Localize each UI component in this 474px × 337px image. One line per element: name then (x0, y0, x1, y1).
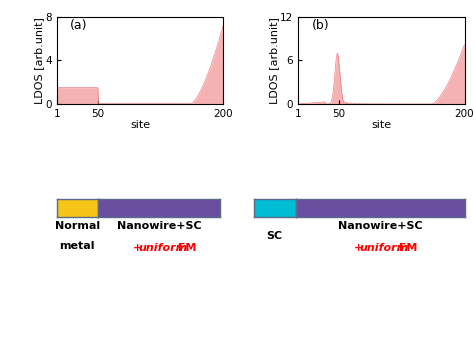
Text: +: + (133, 243, 142, 253)
Text: Nanowire+SC: Nanowire+SC (338, 221, 422, 231)
Text: FM: FM (395, 243, 418, 253)
Text: SC: SC (266, 231, 283, 241)
Y-axis label: LDOS [arb.unit]: LDOS [arb.unit] (34, 17, 44, 104)
X-axis label: site: site (130, 120, 150, 130)
Text: metal: metal (60, 241, 95, 251)
Text: uniform: uniform (360, 243, 409, 253)
Text: Nanowire+SC: Nanowire+SC (117, 221, 201, 231)
Text: (a): (a) (70, 20, 88, 32)
Y-axis label: LDOS [arb.unit]: LDOS [arb.unit] (269, 17, 279, 104)
Text: Normal: Normal (55, 221, 100, 231)
Text: FM: FM (174, 243, 197, 253)
Text: (b): (b) (311, 20, 329, 32)
Text: +: + (354, 243, 364, 253)
Text: uniform: uniform (139, 243, 188, 253)
X-axis label: site: site (371, 120, 392, 130)
